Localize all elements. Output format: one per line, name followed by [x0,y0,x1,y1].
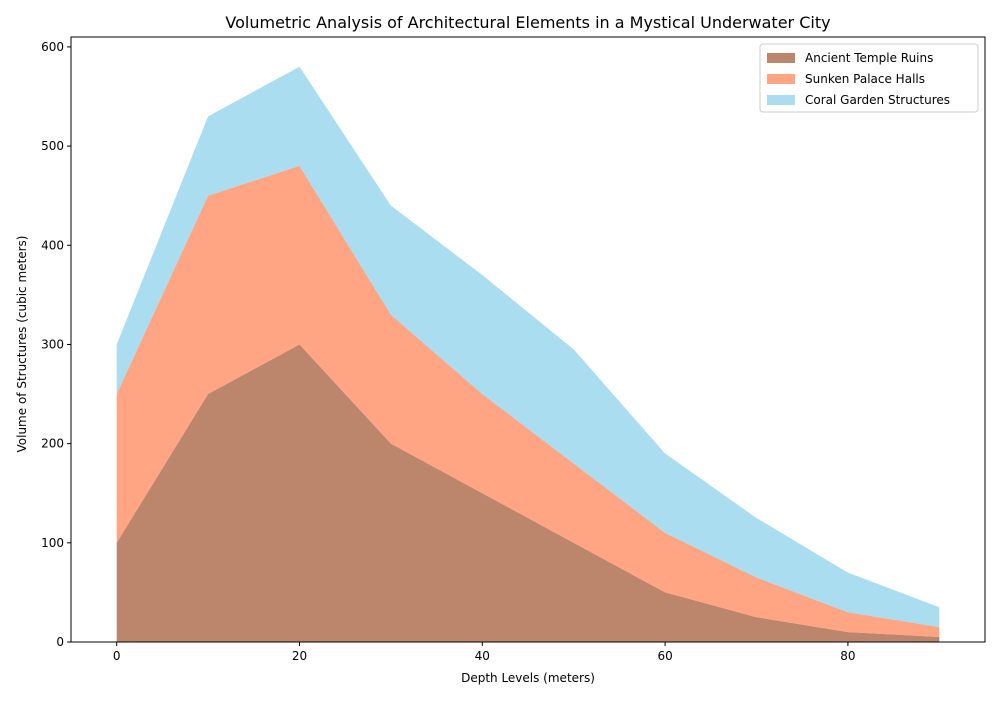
area-series-0 [116,344,940,642]
y-tick-label: 400 [41,238,64,252]
y-tick-label: 300 [41,337,64,351]
y-axis-label: Volume of Structures (cubic meters) [15,236,29,453]
x-tick-label: 40 [475,649,490,663]
y-tick-label: 0 [56,635,64,649]
y-tick-label: 500 [41,139,64,153]
legend: Ancient Temple Ruins Sunken Palace Halls C… [759,43,979,113]
y-tick-label: 200 [41,437,64,451]
legend-label: Sunken Palace Halls [805,72,925,86]
area-series-2 [116,66,940,628]
areas-layer [116,66,940,642]
plot-frame [70,36,986,643]
area-series-1 [116,165,940,638]
legend-swatch [767,53,795,63]
legend-swatch [767,95,795,105]
chart-title: Volumetric Analysis of Architectural Ele… [225,13,830,32]
legend-swatch [767,74,795,84]
x-tick-label: 60 [657,649,672,663]
x-tick-label: 20 [292,649,307,663]
axes-layer: 0 20 40 60 80 0 100 200 300 400 500 600 [41,36,986,663]
legend-box [759,43,979,113]
x-tick-label: 0 [113,649,121,663]
legend-label: Coral Garden Structures [805,93,950,107]
legend-label: Ancient Temple Ruins [805,51,933,65]
y-tick-label: 600 [41,40,64,54]
x-tick-label: 80 [840,649,855,663]
x-axis-label: Depth Levels (meters) [461,671,595,685]
y-tick-label: 100 [41,536,64,550]
